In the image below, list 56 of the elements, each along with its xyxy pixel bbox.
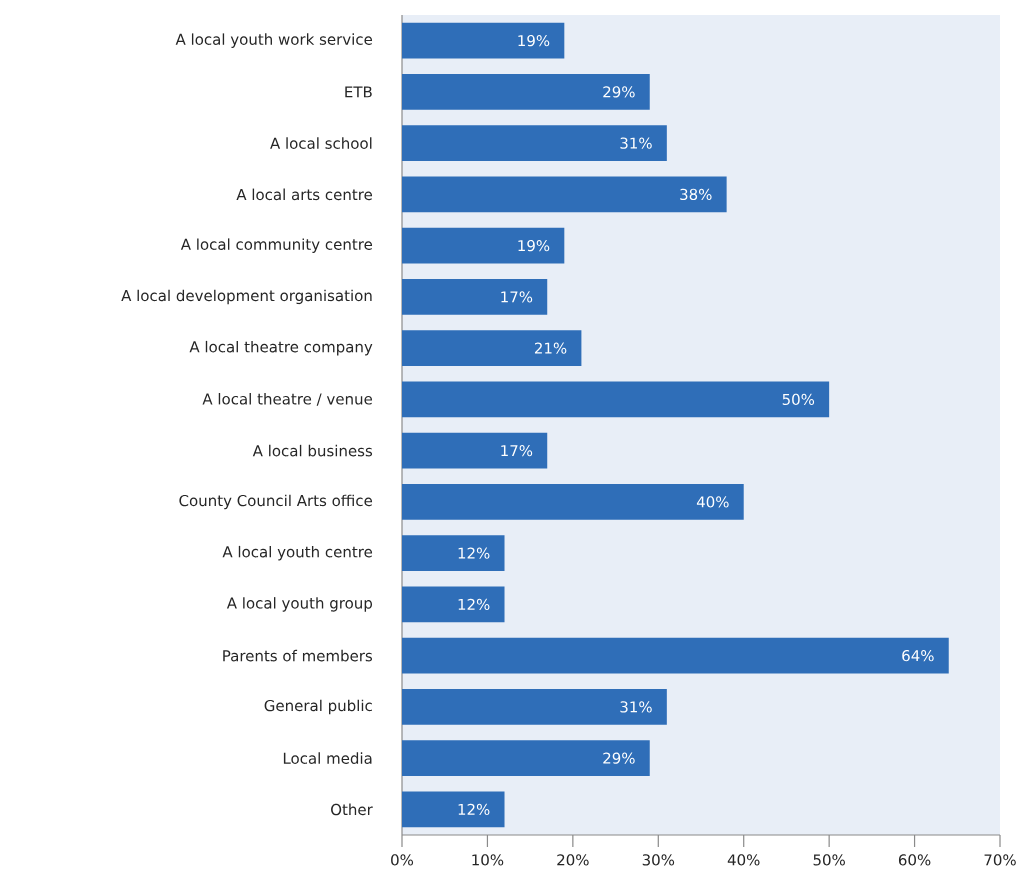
bar <box>402 176 727 213</box>
data-label: 12% <box>458 803 490 816</box>
data-label: 21% <box>534 342 567 354</box>
y-tick-label: A local youth centre <box>222 545 373 561</box>
x-tick-label: 30% <box>642 854 675 866</box>
y-tick-label: ETB <box>345 86 372 98</box>
x-tick-label: 70% <box>984 854 1016 866</box>
data-label: 12% <box>458 547 490 559</box>
bar <box>402 73 650 110</box>
y-tick-label: General public <box>264 699 372 715</box>
data-label: 50% <box>782 393 815 406</box>
bar <box>402 483 744 520</box>
x-tick-label: 10% <box>472 854 504 866</box>
bar <box>402 688 667 725</box>
bar <box>402 791 505 828</box>
y-tick-label: A local community centre <box>180 238 373 253</box>
y-tick-label: Local media <box>283 752 372 764</box>
bar <box>402 535 505 572</box>
y-tick-label: A local theatre / venue <box>202 392 373 406</box>
bar <box>402 637 949 674</box>
x-tick-label: 20% <box>557 854 589 866</box>
bar <box>402 330 582 367</box>
x-tick-label: 40% <box>727 854 760 866</box>
bar <box>402 227 565 264</box>
bar <box>402 125 667 162</box>
y-tick-label: Parents of members <box>223 649 373 662</box>
y-tick-label: A local arts centre <box>236 188 373 201</box>
bar <box>402 432 548 469</box>
data-label: 40% <box>696 496 729 508</box>
y-tick-label: A local youth work service <box>175 33 373 48</box>
bar <box>402 740 650 777</box>
x-tick-label: 60% <box>898 854 931 866</box>
y-tick-label: A local youth group <box>226 597 373 612</box>
data-label: 19% <box>518 34 550 47</box>
data-label: 19% <box>518 239 550 252</box>
bar <box>402 381 830 418</box>
data-label: 17% <box>501 291 533 303</box>
y-tick-label: A local development organisation <box>121 289 372 305</box>
data-label: 12% <box>458 598 490 611</box>
x-tick-label: 50% <box>813 854 845 866</box>
bar <box>402 586 505 623</box>
y-tick-label: County Council Arts office <box>179 494 373 510</box>
data-label: 31% <box>620 701 652 713</box>
y-tick-label: A local school <box>270 137 372 149</box>
y-tick-label: A local theatre company <box>189 340 373 356</box>
data-label: 29% <box>603 752 635 764</box>
y-tick-label: A local business <box>252 444 373 457</box>
data-label: 64% <box>902 649 934 662</box>
bar <box>402 278 548 315</box>
bar <box>402 22 565 59</box>
y-tick-label: Other <box>331 803 373 816</box>
data-label: 38% <box>680 188 712 201</box>
data-label: 17% <box>501 444 533 457</box>
data-label: 31% <box>620 137 652 149</box>
data-label: 29% <box>603 86 635 98</box>
x-tick-label: 0% <box>391 854 414 866</box>
